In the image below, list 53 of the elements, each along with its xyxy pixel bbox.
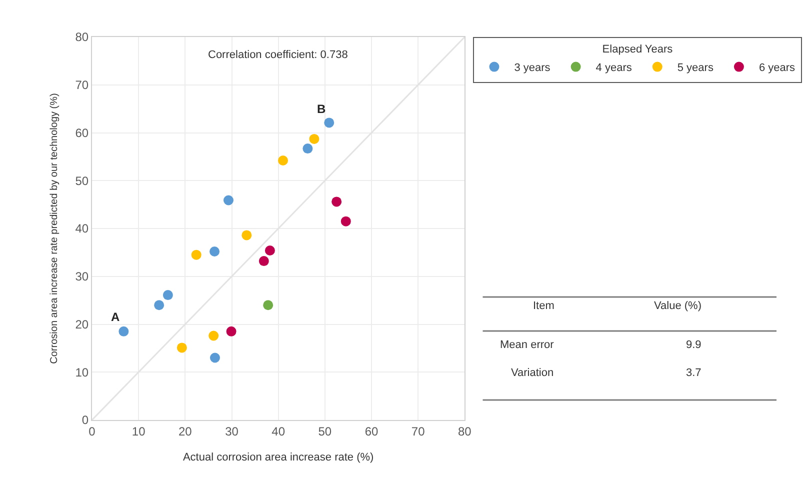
x-tick-label: 60 (364, 424, 379, 438)
point (154, 300, 164, 310)
legend-label: 4 years (596, 62, 632, 74)
annotation: B (317, 102, 326, 116)
text: Variation (511, 367, 554, 379)
x-tick-label: 40 (272, 424, 286, 438)
x-tick-label: 70 (411, 424, 426, 438)
point (324, 118, 334, 128)
legend-title: Elapsed Years (602, 43, 674, 56)
y-tick-label: 0 (82, 413, 89, 428)
point (302, 144, 313, 154)
point (264, 246, 275, 256)
x-tick-label: 20 (178, 424, 192, 438)
point (208, 330, 219, 341)
y-tick-label: 20 (75, 317, 89, 332)
point (118, 326, 129, 336)
point (226, 326, 236, 336)
y-tick-label: 40 (75, 222, 89, 236)
legend-label: 5 years (677, 62, 714, 74)
point (340, 216, 351, 226)
point (332, 196, 342, 207)
x-axis-title: Actual corrosion area increase rate (%) (182, 452, 374, 464)
text: Mean error (500, 339, 554, 351)
x-tick-label: 30 (225, 424, 239, 438)
x-tick-label: 50 (318, 424, 332, 438)
annotation: Correlation coefficient: 0.738 (208, 49, 348, 61)
y-tick-label: 50 (75, 174, 89, 188)
point (176, 342, 187, 353)
legend-label: 3 years (514, 62, 551, 74)
y-tick-label: 80 (75, 30, 89, 44)
x-tick-label: 80 (458, 424, 472, 438)
point (258, 256, 269, 266)
point (162, 290, 173, 300)
text: Item (533, 300, 554, 312)
text: Value (%) (654, 300, 702, 312)
point (242, 230, 252, 240)
point (210, 246, 220, 256)
point (278, 156, 288, 166)
point (223, 195, 234, 206)
point (210, 352, 220, 363)
x-tick-label: 10 (132, 424, 146, 438)
point (191, 250, 202, 260)
point (309, 134, 320, 144)
y-axis-title: Corrosion area increase rate predicted by our technology (%) (49, 93, 60, 364)
text: 3.7 (686, 367, 702, 379)
y-tick-label: 60 (75, 126, 89, 140)
annotation: A (111, 310, 120, 324)
y-tick-label: 10 (75, 365, 89, 380)
legend-label: 6 years (758, 62, 796, 74)
y-tick-label: 30 (75, 270, 89, 284)
y-tick-label: 70 (75, 78, 89, 92)
point (263, 300, 274, 310)
text: 9.9 (686, 339, 702, 351)
